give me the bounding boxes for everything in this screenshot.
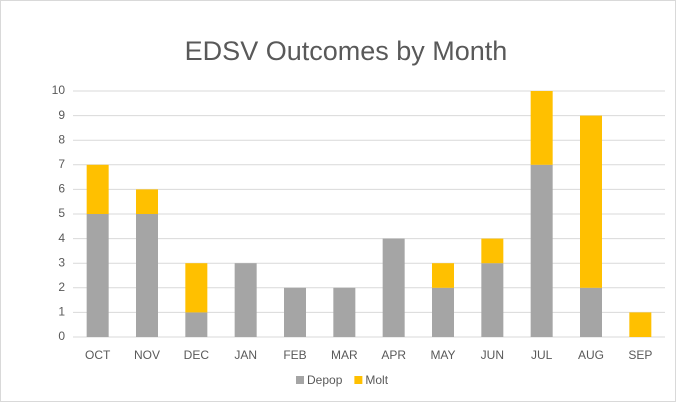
bar-segment [580,115,602,288]
bar-segment [481,238,504,264]
y-tick-label: 0 [58,329,65,343]
x-tick-label: NOV [134,348,160,362]
bar-segment [86,164,109,214]
x-tick-label: OCT [85,348,111,362]
bar-segment [185,312,208,337]
x-tick-label: DEC [184,348,210,362]
bar-segment [382,238,405,337]
y-tick-label: 9 [58,108,65,122]
bar-segment [432,263,454,288]
bar-segment [234,263,257,337]
y-tick-label: 6 [58,182,65,196]
y-tick-label: 1 [58,305,65,319]
bar-segment [530,91,553,165]
bar-segment [629,312,652,337]
legend-label: Molt [365,373,388,387]
legend-swatch [296,376,304,384]
y-tick-label: 8 [58,132,65,146]
bar-segment [136,214,158,337]
x-tick-label: MAR [331,348,358,362]
x-tick-label: SEP [628,348,652,362]
chart-title: EDSV Outcomes by Month [185,36,508,66]
x-tick-label: AUG [578,348,604,362]
x-tick-label: JUL [531,348,553,362]
y-tick-label: 2 [58,280,65,294]
x-tick-label: FEB [283,348,306,362]
bar-segment [185,263,208,313]
bar-segment [136,189,158,214]
bar-segment [481,263,504,337]
x-tick-label: JAN [234,348,257,362]
y-tick-label: 10 [52,83,66,97]
bar-segment [333,287,356,337]
bar-segment [432,287,454,337]
bar-segment [530,164,553,337]
legend-swatch [354,376,363,384]
y-tick-label: 4 [58,231,65,245]
y-tick-label: 7 [58,157,65,171]
x-tick-label: JUN [481,348,504,362]
x-tick-label: MAY [430,348,455,362]
bar-segment [580,287,602,337]
legend-label: Depop [307,373,343,387]
bar-segment [284,287,306,337]
y-tick-label: 5 [58,206,65,220]
bar-segment [86,214,109,337]
y-tick-label: 3 [58,255,65,269]
x-tick-label: APR [381,348,406,362]
